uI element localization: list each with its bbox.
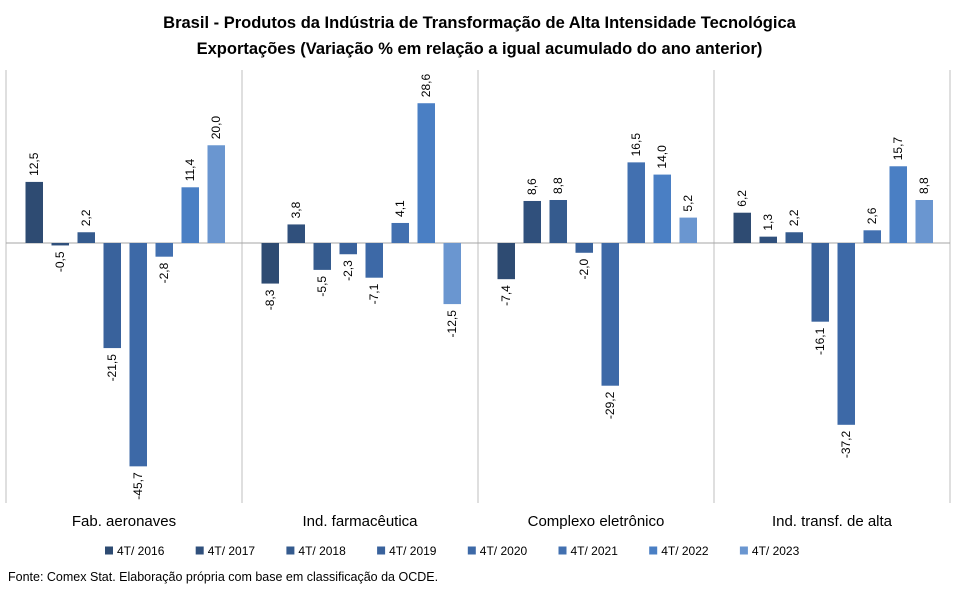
bar [417,103,435,244]
data-label: -8,3 [263,289,277,310]
bar [497,243,515,280]
bar [207,145,225,244]
legend-label: 4T/ 2021 [571,544,619,558]
bar [25,181,43,244]
data-label: 8,6 [525,178,539,195]
bar [365,243,383,278]
data-label: -45,7 [131,472,145,500]
legend-label: 4T/ 2022 [661,544,709,558]
data-label: 3,8 [289,201,303,218]
legend-swatch [739,546,748,555]
bar [785,232,803,244]
bar [733,212,751,244]
bar [627,162,645,244]
chart-title-line: Brasil - Produtos da Indústria de Transf… [163,14,796,32]
data-label: -37,2 [839,430,853,458]
bar [549,199,567,244]
data-label: 12,5 [27,152,41,176]
legend-swatch [558,546,567,555]
legend-swatch [195,546,204,555]
data-label: -2,3 [341,260,355,281]
bar [313,243,331,270]
data-label: 2,6 [865,207,879,224]
data-label: 1,3 [761,214,775,231]
bar [287,224,305,244]
category-label: Ind. farmacêutica [302,513,418,530]
data-label: 8,8 [551,177,565,194]
data-label: 28,6 [419,74,433,98]
chart-subtitle-line: Exportações (Variação % em relação a igu… [196,40,763,58]
data-label: 5,2 [681,195,695,212]
bar [103,243,121,349]
data-labels-group: 12,5 -0,5 2,2 -21,5 -45,7 -2,8 11,4 20,0 -8,3 3,8… [27,74,931,500]
legend-swatch [649,546,658,555]
data-label: 14,0 [655,145,669,169]
bar [391,222,409,244]
legend-label: 4T/ 2023 [752,544,800,558]
data-label: 2,2 [79,209,93,226]
chart-title: Brasil - Produtos da Indústria de Transf… [0,10,959,62]
bar [51,243,69,246]
legend-label: 4T/ 2016 [117,544,165,558]
legend-label: 4T/ 2019 [389,544,437,558]
data-label: -7,4 [499,285,513,306]
data-label: 15,7 [891,137,905,161]
legend-swatch [467,546,476,555]
bar [759,236,777,244]
bar [129,243,147,467]
data-label: 2,2 [787,209,801,226]
data-label: 16,5 [629,133,643,157]
data-label: -7,1 [367,283,381,304]
data-label: -0,5 [53,251,67,272]
bars-group [25,103,933,467]
legend-label: 4T/ 2020 [480,544,528,558]
data-label: 6,2 [735,190,749,207]
data-label: -12,5 [445,310,459,338]
bar [575,243,593,253]
bar [181,187,199,244]
category-label: Complexo eletrônico [528,513,665,530]
bar [77,232,95,244]
data-label: -2,8 [157,262,171,283]
source-note: Fonte: Comex Stat. Elaboração própria co… [8,570,439,584]
plot-frame [5,70,951,503]
data-label: 11,4 [183,159,197,182]
category-label: Ind. transf. de alta [772,513,893,530]
bar [261,243,279,284]
bar [889,166,907,244]
data-label: -2,0 [577,258,591,279]
bar [915,199,933,244]
bar [443,243,461,305]
category-labels-group: Fab. aeronaves Ind. farmacêutica Complexo … [72,513,893,530]
legend-swatch [286,546,295,555]
data-label: -16,1 [813,327,827,355]
bar [679,217,697,244]
bar [863,230,881,244]
bar [155,243,173,257]
data-label: 4,1 [393,200,407,217]
data-label: 20,0 [209,116,223,140]
legend-swatch [377,546,386,555]
bar [523,200,541,244]
bar [601,243,619,386]
data-label: 8,8 [917,177,931,194]
bar [811,243,829,322]
bar [339,243,357,255]
category-label: Fab. aeronaves [72,513,176,530]
bar [837,243,855,425]
bar [653,174,671,244]
data-label: -5,5 [315,276,329,297]
data-label: -29,2 [603,391,617,419]
legend-swatch [105,546,113,555]
legend-label: 4T/ 2017 [208,544,256,558]
legend-label: 4T/ 2018 [298,544,346,558]
data-label: -21,5 [105,354,119,382]
legend: 4T/ 2016 4T/ 2017 4T/ 2018 4T/ 2019 4T/ 2020… [105,544,800,558]
